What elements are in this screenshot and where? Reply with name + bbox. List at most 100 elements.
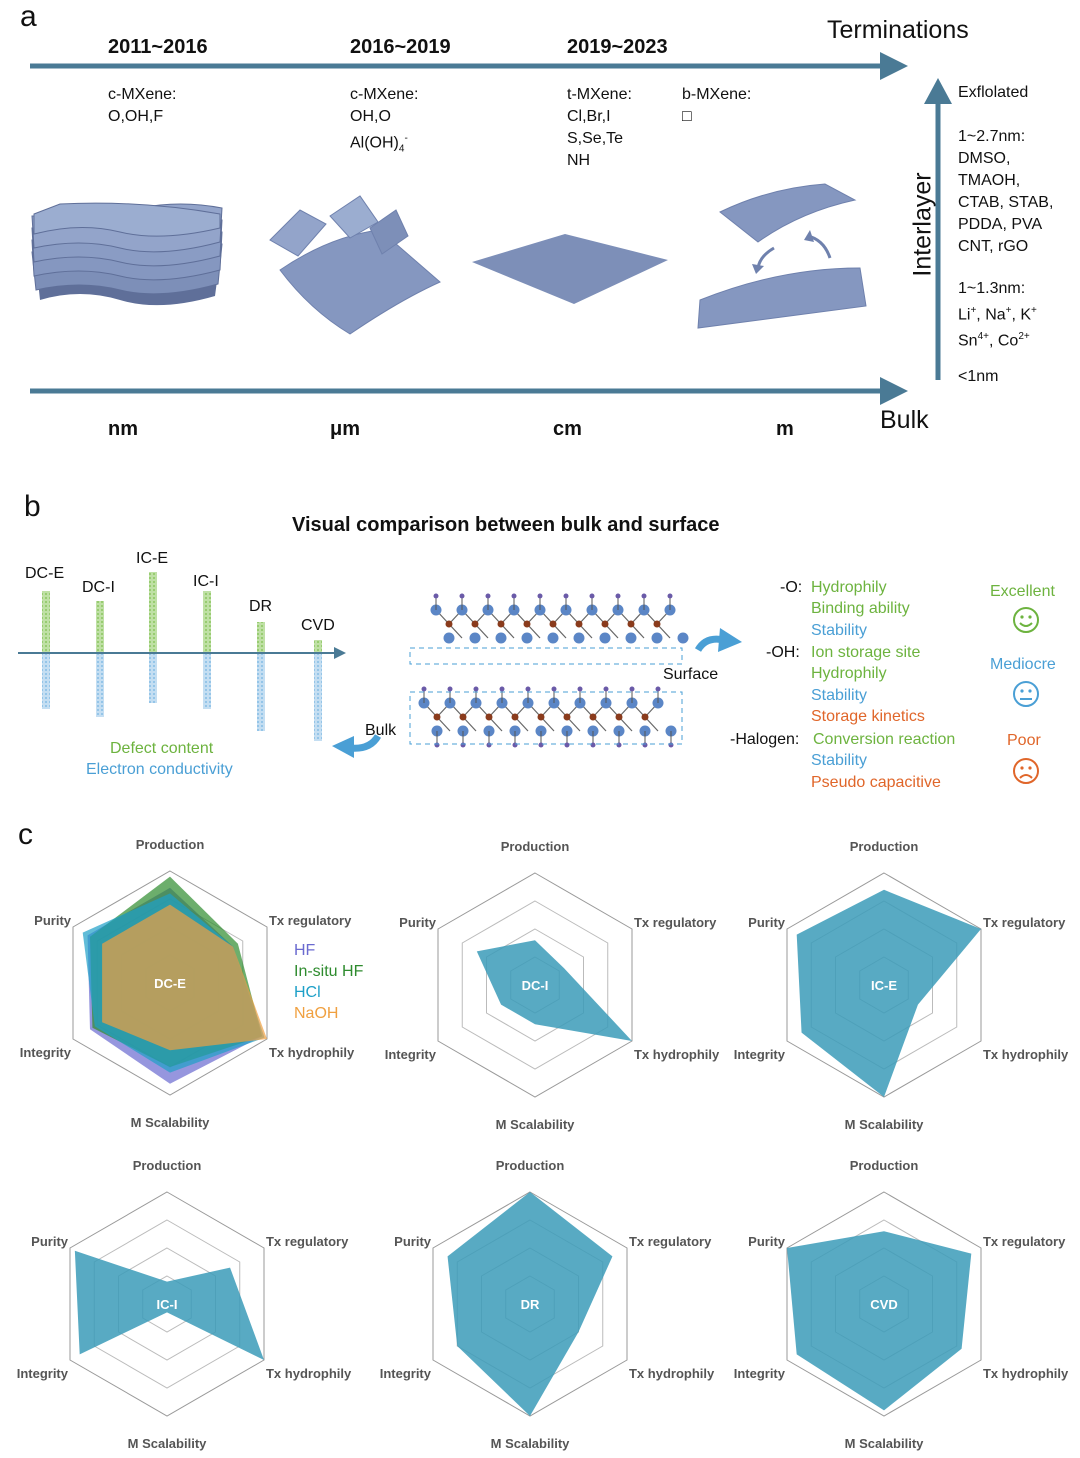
large-sheets-illustration	[697, 183, 867, 329]
group-oh-prop: Hydrophily	[811, 665, 887, 682]
metal-atom	[599, 632, 611, 644]
termination-atom	[525, 686, 531, 692]
termination-atom	[603, 686, 609, 692]
termination-atom	[563, 593, 569, 599]
radar-grid-ring	[437, 872, 633, 1098]
carbon-atom	[433, 713, 441, 721]
panel-a-graphics	[30, 52, 952, 405]
vacancy-symbol: □	[682, 108, 692, 125]
metal-atom	[469, 632, 481, 644]
term-group-line: O,OH,F	[108, 108, 164, 125]
method-label-ic-i: IC-I	[193, 573, 219, 590]
interlayer-range-1: 1~2.7nm: DMSO, TMAOH, CTAB, STAB, PDDA, …	[958, 126, 1053, 258]
metal-atom	[443, 632, 455, 644]
metal-atom	[495, 632, 507, 644]
termination-atom	[577, 686, 583, 692]
radar-center-label: IC-E	[871, 978, 897, 993]
interlayer-item: TMAOH,	[958, 172, 1021, 189]
method-label-ic-e: IC-E	[136, 550, 168, 567]
legend-naoh: NaOH	[294, 1005, 339, 1022]
radar-axis-label: M Scalability	[491, 1436, 571, 1451]
term-group-title: t-MXene:	[567, 86, 632, 103]
radar-axis-label: Purity	[748, 1234, 786, 1249]
interlayer-item: PDDA, PVA	[958, 216, 1043, 233]
carbon-atom	[523, 620, 531, 628]
frown-face-icon	[1013, 758, 1039, 784]
termination-atom	[433, 593, 439, 599]
group-oh-prop: Storage kinetics	[811, 708, 925, 725]
radar-axis-label: Purity	[399, 915, 437, 930]
defect-content-label: Defect content	[110, 740, 214, 757]
termination-atom	[589, 593, 595, 599]
scale-nm: nm	[108, 418, 138, 440]
carbon-atom	[615, 713, 623, 721]
surface-label: Surface	[663, 666, 719, 683]
term-group-title: c-MXene:	[108, 86, 177, 103]
group-halogen-prop: Conversion reaction	[813, 731, 956, 748]
scale-m: m	[776, 418, 794, 440]
interlayer-item: 1~2.7nm:	[958, 128, 1026, 145]
term-group-line: S,Se,Te	[567, 130, 624, 147]
radar-axis-label: Tx regulatory	[634, 915, 717, 930]
termination-atom	[447, 686, 453, 692]
smile-face-icon	[1013, 607, 1039, 633]
radar-center-label: IC-I	[157, 1297, 178, 1312]
carbon-atom	[589, 713, 597, 721]
radar-axis-label: Tx hydrophily	[634, 1047, 720, 1062]
term-group-3: t-MXene: Cl,Br,I S,Se,Te NH	[567, 84, 632, 172]
bulk-selection-box	[409, 691, 683, 745]
terminations-arrowhead	[880, 52, 908, 80]
metal-atom	[521, 632, 533, 644]
termination-atom	[641, 593, 647, 599]
termination-atom	[459, 593, 465, 599]
term-group-title: c-MXene:	[350, 86, 419, 103]
flat-sheet-illustration	[472, 234, 668, 304]
radar-axis-label: Integrity	[385, 1047, 437, 1062]
period-2-label: 2016~2019	[350, 36, 451, 58]
radar-cvd: CVD Production Tx regulatory Tx hydrophily M…	[734, 1158, 1069, 1451]
term-group-line: NH	[567, 152, 591, 169]
group-o-name: -O:	[780, 579, 803, 596]
carbon-atom	[485, 713, 493, 721]
radar-axis-label: Production	[501, 839, 570, 854]
bulk-arrowhead	[332, 736, 354, 758]
method-label-dr: DR	[249, 598, 273, 615]
termination-atom	[499, 686, 505, 692]
radar-axis-label: Integrity	[734, 1366, 786, 1381]
radar-axis-label: M Scalability	[496, 1117, 576, 1132]
radar-axis-label: M Scalability	[845, 1117, 925, 1132]
carbon-atom	[641, 713, 649, 721]
radar-axis-label: Purity	[31, 1234, 69, 1249]
radar-axis-label: Tx regulatory	[629, 1234, 712, 1249]
carbon-atom	[563, 713, 571, 721]
atomic-structures	[418, 593, 689, 748]
radar-axis-label: Tx hydrophily	[269, 1045, 355, 1060]
carbon-atom	[537, 713, 545, 721]
legend-poor: Poor	[1007, 732, 1041, 749]
method-bars	[42, 572, 322, 741]
term-group-line: Cl,Br,I	[567, 108, 611, 125]
radar-axis-label: Tx regulatory	[983, 1234, 1066, 1249]
multilayer-stack-illustration	[31, 202, 223, 306]
radar-axis-label: Tx hydrophily	[266, 1366, 352, 1381]
carbon-atom	[497, 620, 505, 628]
radar-axis-label: Integrity	[734, 1047, 786, 1062]
bulk-title: Bulk	[880, 406, 929, 434]
radar-axis-label: Tx hydrophily	[983, 1047, 1069, 1062]
carbon-atom	[653, 620, 661, 628]
carbon-atom	[459, 713, 467, 721]
radar-series-dr	[447, 1192, 613, 1416]
interlayer-item: Li+, Na+, K+	[958, 305, 1037, 324]
flake-sheets-illustration	[269, 195, 441, 335]
termination-atom	[551, 686, 557, 692]
radar-center-label: DR	[521, 1297, 540, 1312]
radar-axis-label: Tx hydrophily	[629, 1366, 715, 1381]
bulk-label: Bulk	[365, 722, 397, 739]
group-halogen-prop: Stability	[811, 752, 868, 769]
interlayer-min: <1nm	[958, 368, 999, 385]
metal-atom	[625, 632, 637, 644]
interlayer-item: 1~1.3nm:	[958, 280, 1026, 297]
termination-atom	[473, 686, 479, 692]
term-group-title: b-MXene:	[682, 86, 752, 103]
method-label-dc-i: DC-I	[82, 579, 115, 596]
